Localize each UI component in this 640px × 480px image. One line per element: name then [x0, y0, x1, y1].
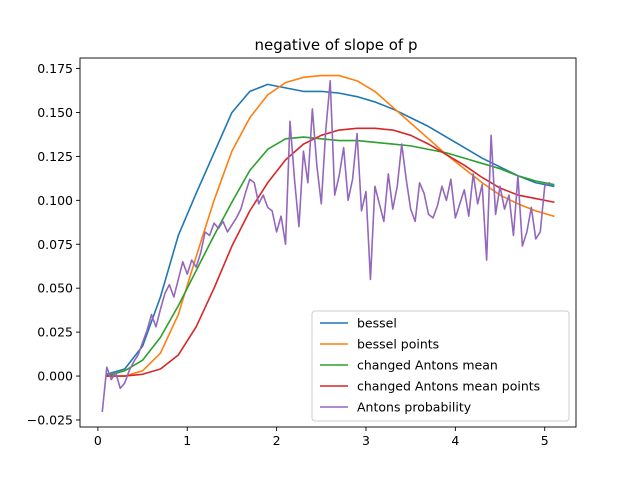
y-tick-label: 0.175 [37, 61, 73, 76]
y-tick-label: −0.025 [27, 412, 73, 427]
series-line-4 [101, 80, 551, 413]
series-line-2 [105, 136, 555, 378]
y-tick-label: 0.050 [37, 281, 73, 296]
y-tick-label: 0.100 [37, 193, 73, 208]
y-tick-label: 0.125 [37, 149, 73, 164]
legend-label-4: Antons probability [357, 400, 472, 415]
y-tick-label: 0.025 [37, 325, 73, 340]
legend-label-2: changed Antons mean [357, 358, 498, 373]
y-tick-label: 0.000 [37, 369, 73, 384]
series-line-3 [106, 127, 555, 377]
x-tick-label: 1 [183, 433, 191, 448]
legend-label-0: bessel [357, 316, 397, 331]
y-tick-label: 0.150 [37, 105, 73, 120]
x-tick-label: 3 [362, 433, 370, 448]
x-tick-label: 5 [541, 433, 549, 448]
legend-label-1: bessel points [357, 337, 439, 352]
series-line-1 [106, 74, 555, 377]
x-tick-label: 0 [94, 433, 102, 448]
y-tick-label: 0.075 [37, 237, 73, 252]
x-tick-label: 2 [273, 433, 281, 448]
axes: 0 1 2 3 4 5 −0.025 0.000 0.025 0.050 0.075 0.100 0.1… [27, 57, 577, 448]
plot-area [101, 74, 555, 413]
axes-frame [79, 57, 577, 428]
legend-label-3: changed Antons mean points [357, 379, 540, 394]
legend: bessel bessel points changed Antons mean ch… [311, 310, 570, 422]
legend-box [311, 310, 570, 422]
x-tick-label: 4 [451, 433, 459, 448]
chart-title: negative of slope of p [254, 36, 417, 54]
